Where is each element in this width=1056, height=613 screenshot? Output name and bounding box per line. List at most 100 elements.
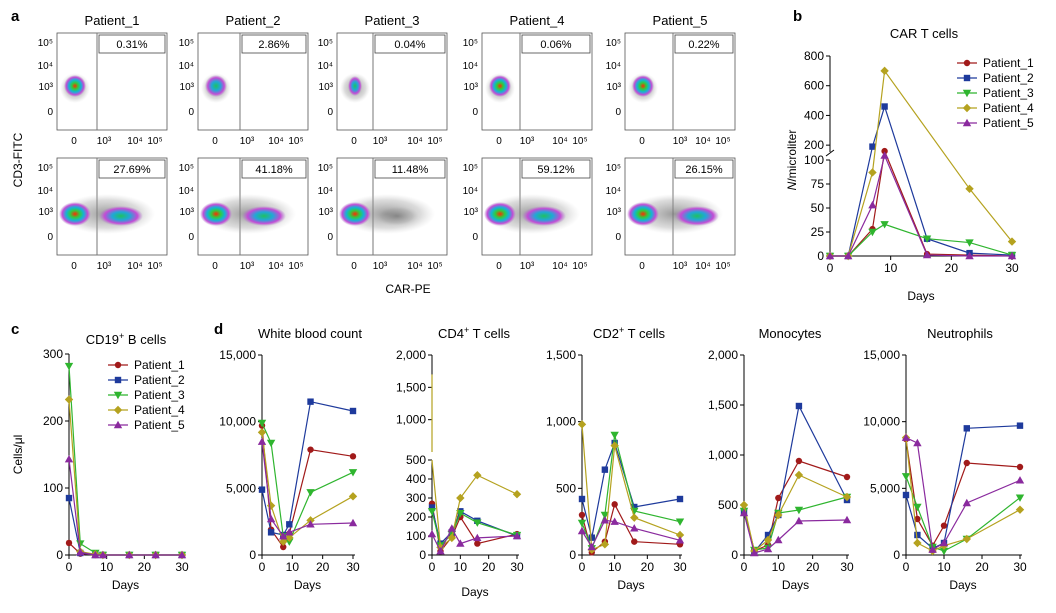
y-tick-label: 0 — [817, 249, 824, 263]
data-point — [913, 538, 922, 548]
data-point — [587, 542, 596, 551]
y-tick-label: 75 — [811, 177, 825, 191]
series-line-patient-5 — [743, 512, 848, 554]
data-point — [939, 547, 949, 556]
data-point — [795, 402, 803, 410]
data-point — [64, 362, 74, 371]
y-tick-label: 100 — [43, 481, 63, 495]
flow-y-tick: 10³ — [319, 207, 334, 218]
data-point — [1016, 463, 1024, 471]
flow-y-tick: 10⁴ — [179, 186, 194, 197]
flow-x-tick: 10³ — [373, 261, 388, 272]
flow-y-tick: 0 — [472, 232, 478, 243]
y-tick-label: 800 — [804, 49, 824, 63]
flow-y-tick: 10⁴ — [38, 186, 53, 197]
data-point — [65, 494, 73, 502]
panel-label-c: c — [11, 321, 19, 338]
x-axis-label: Days — [782, 578, 809, 592]
y-tick-label: 2,000 — [708, 348, 738, 362]
data-point — [794, 470, 804, 480]
flow-x-tick: 10⁴ — [695, 261, 710, 272]
data-point — [794, 506, 804, 515]
data-point — [428, 504, 436, 511]
flow-x-tick: 10⁵ — [715, 136, 730, 147]
x-tick-label: 0 — [741, 560, 748, 574]
series-line-patient-4 — [431, 459, 518, 549]
chart-mono: 0 500 1,000 1,500 2,000 0 10 20 30 Days Monocytes — [708, 326, 854, 592]
data-point — [774, 510, 783, 520]
y-tick-label: 5,000 — [226, 481, 256, 495]
y-axis-label: Cells/μl — [11, 435, 25, 475]
flow-x-tick: 0 — [71, 136, 77, 147]
y-tick-label: 25 — [811, 225, 825, 239]
flow-y-tick: 0 — [327, 107, 333, 118]
data-point — [64, 454, 74, 463]
chart-title: Neutrophils — [927, 326, 993, 341]
flow-title-patient-3: Patient_3 — [365, 13, 420, 28]
series-line-patient-4 — [261, 432, 354, 543]
flow-x-tick: 0 — [496, 261, 502, 272]
x-tick-label: 10 — [884, 261, 898, 275]
car-population-blob — [242, 206, 286, 226]
flow-plot: 0.22% 10⁵ 10⁴ 10³ 0 0 10³ 10⁴ 10⁵ — [606, 32, 736, 147]
x-tick-label: 20 — [316, 560, 330, 574]
flow-x-tick: 10⁵ — [427, 136, 442, 147]
flow-x-tick: 10⁵ — [427, 261, 442, 272]
data-point — [676, 495, 684, 503]
y-tick-label: 200 — [406, 510, 426, 524]
chart-title: Monocytes — [759, 326, 822, 341]
flow-x-tick: 10⁵ — [288, 136, 303, 147]
population-blob — [489, 75, 511, 97]
flow-x-tick: 10³ — [240, 136, 255, 147]
y-tick-label: 1,000 — [708, 448, 738, 462]
flow-x-tick: 10⁵ — [147, 261, 162, 272]
flow-plot: 0.06% 10⁵ 10⁴ 10³ 0 0 10³ 10⁴ 10⁵ — [463, 32, 593, 147]
gate-box — [674, 34, 734, 54]
x-axis-label: Days — [949, 578, 976, 592]
flow-x-tick: 10⁵ — [715, 261, 730, 272]
x-tick-label: 20 — [975, 560, 989, 574]
x-tick-label: 30 — [175, 560, 189, 574]
y-tick-label: 100 — [406, 529, 426, 543]
data-point — [348, 518, 358, 527]
chart-title: CAR T cells — [890, 26, 959, 41]
data-point — [881, 147, 888, 155]
y-tick-label: 200 — [804, 138, 824, 152]
data-point — [963, 459, 970, 467]
data-point — [922, 235, 932, 243]
x-tick-label: 30 — [346, 560, 360, 574]
data-point — [512, 490, 522, 499]
data-point — [795, 457, 803, 465]
flow-y-tick: 10⁴ — [179, 61, 194, 72]
flow-x-tick: 10³ — [373, 136, 388, 147]
y-tick-label: 0 — [893, 548, 900, 562]
series-line-patient-3 — [905, 476, 1021, 552]
flow-x-tick: 10³ — [520, 136, 535, 147]
x-tick-label: 20 — [945, 261, 959, 275]
legend-marker — [114, 361, 122, 369]
flow-cytometry-panel: aCD3-FITCCAR-PEPatient_10.31%10⁵10⁴10³00… — [11, 8, 736, 296]
gate-percentage: 41.18% — [255, 164, 293, 176]
data-point — [456, 539, 465, 547]
y-tick-label: 500 — [718, 498, 738, 512]
flow-plot: 59.12% 10⁵ 10⁴ 10³ 0 0 10³ 10⁴ 10⁵ — [463, 157, 593, 272]
data-point — [257, 419, 267, 428]
flow-y-tick: 10⁵ — [463, 38, 478, 49]
y-tick-label: 10,000 — [863, 415, 900, 429]
series-line-patient-2 — [581, 441, 681, 538]
gate-percentage: 26.15% — [685, 164, 723, 176]
x-tick-label: 0 — [903, 560, 910, 574]
y-tick-label: 500 — [406, 453, 426, 467]
legend-label-patient-5: Patient_5 — [983, 116, 1034, 130]
flow-x-tick: 10⁴ — [268, 136, 283, 147]
data-point — [630, 524, 639, 532]
data-point — [1007, 237, 1017, 246]
y-tick-label: 300 — [406, 491, 426, 505]
series-line-patient-5 — [905, 437, 1021, 551]
y-tick-label: 500 — [556, 481, 576, 495]
x-axis-label: Days — [112, 578, 139, 592]
car-population-blob — [675, 206, 719, 226]
legend: Patient_1Patient_2Patient_3Patient_4Pati… — [108, 358, 185, 432]
data-point — [774, 535, 783, 544]
data-point — [868, 200, 877, 209]
